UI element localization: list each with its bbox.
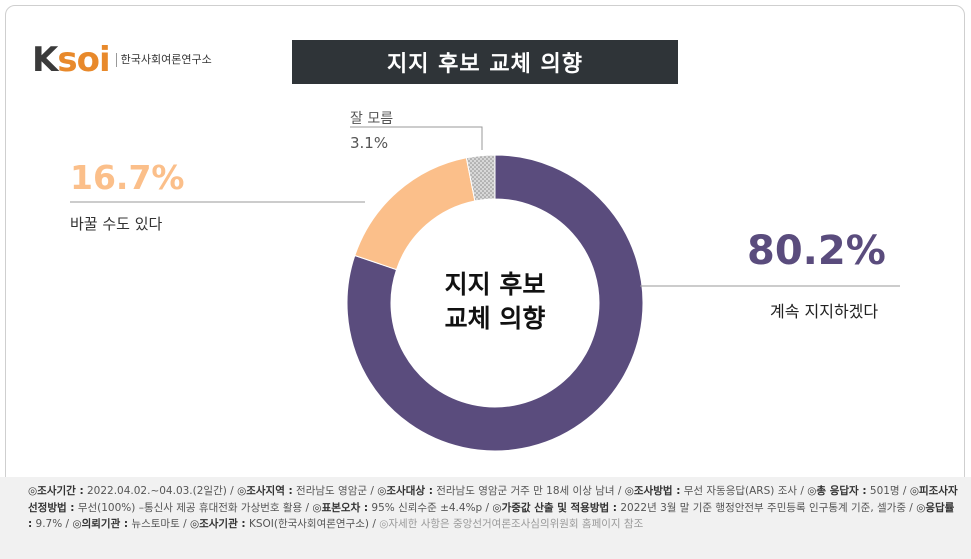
footer-value: 95% 신뢰수준 ±4.4%p /: [368, 501, 493, 514]
footer-key: ◎표본오차 :: [312, 501, 369, 514]
center-label-line-2: 교체 의향: [445, 304, 546, 333]
footer-value: 전라남도 영암군 /: [292, 485, 378, 497]
footer-value: 501명 /: [866, 485, 910, 497]
slice-label-keep: 계속 지지하겠다: [770, 302, 879, 321]
footer-key: ◎가중값 산출 및 적용방법 :: [492, 501, 618, 514]
footer-key: ◎조사기관 :: [189, 518, 246, 530]
footer-value: 2022.04.02.~04.03.(2일간) /: [83, 485, 238, 497]
footer-value: 뉴스토마토 /: [128, 518, 190, 530]
footer-key: ◎응답률 :: [28, 501, 955, 531]
footer-value: 무선 자동응답(ARS) 조사 /: [680, 485, 808, 497]
footer-key: ◎조사방법 :: [624, 485, 681, 497]
footer-key: ◎조사지역 :: [237, 485, 293, 497]
leader-line-unsure: [350, 126, 483, 150]
footer-key: ◎조사기간 :: [28, 485, 84, 497]
slice-unsure: [465, 154, 496, 202]
slice-label-change: 바꿀 수도 있다: [70, 215, 163, 233]
logo-mark: Ksoi: [32, 40, 111, 80]
footer-value: 전라남도 영암군 거주 만 18세 이상 남녀 /: [432, 485, 625, 497]
footer-value: 무선(100%) –통신사 제공 휴대전화 가상번호 활용 /: [74, 501, 313, 514]
survey-methodology-note: ◎조사기간 : 2022.04.02.~04.03.(2일간) / ◎조사지역 …: [28, 483, 958, 533]
center-label-line-1: 지지 후보: [445, 270, 546, 299]
slice-value-keep: 80.2%: [747, 228, 886, 274]
slice-label-unsure: 잘 모름: [350, 111, 394, 127]
footer-note: ◎자세한 사항은 중앙선거여론조사심의위원회 홈페이지 참조: [379, 518, 644, 530]
chart-title: 지지 후보 교체 의향: [292, 40, 678, 84]
donut-chart: 지지 후보 교체 의향: [70, 126, 900, 452]
footer-band: [0, 477, 971, 559]
slice-keep: [346, 154, 644, 452]
footer-value: 2022년 3월 말 기준 행정안전부 주민등록 인구통계 기준, 셀가중 /: [617, 501, 917, 514]
slice-change: [354, 157, 476, 271]
footer-value: KSOI(한국사회여론연구소) /: [245, 518, 380, 530]
footer-key: ◎총 응답자 :: [807, 485, 867, 497]
logo-org-name: 한국사회여론연구소: [115, 53, 212, 67]
footer-key: ◎의뢰기관 :: [72, 518, 129, 530]
ksoi-logo: Ksoi 한국사회여론연구소: [32, 40, 212, 80]
footer-value: 9.7% /: [32, 518, 73, 530]
panel-frame: [5, 5, 965, 553]
slice-value-change: 16.7%: [70, 158, 185, 197]
footer-key: ◎피조사자선정방법 :: [28, 485, 958, 514]
footer-key: ◎조사대상 :: [377, 485, 433, 497]
slice-value-unsure: 3.1%: [350, 134, 389, 152]
